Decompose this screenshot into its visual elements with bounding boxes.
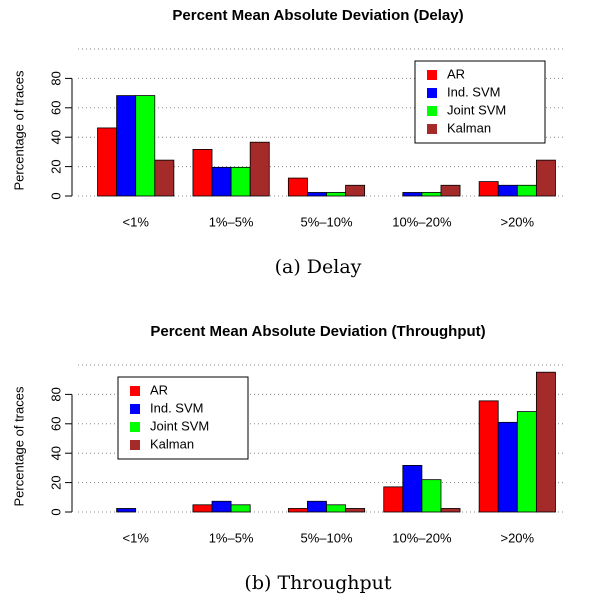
bar [211, 500, 232, 513]
y-tick-label: 20 [48, 159, 63, 173]
legend-swatch [427, 124, 437, 134]
legend-swatch [427, 70, 437, 80]
y-axis-label: Percentage of traces [11, 70, 26, 190]
y-tick-label: 0 [48, 508, 63, 515]
bar [497, 184, 518, 197]
y-tick-label: 60 [48, 417, 63, 431]
x-tick-label: 10%–20% [392, 530, 452, 545]
bar [135, 95, 156, 197]
legend-label: Kalman [447, 120, 491, 135]
y-tick-label: 60 [48, 101, 63, 115]
bar [345, 508, 366, 513]
bar [249, 141, 270, 197]
bar [402, 192, 423, 197]
bar [516, 411, 537, 513]
legend-swatch [427, 88, 437, 98]
legend-label: Kalman [150, 436, 194, 451]
bar [345, 184, 366, 197]
x-tick-label: 5%–10% [300, 530, 352, 545]
caption: (b) Throughput [244, 572, 391, 594]
y-tick-label: 40 [48, 130, 63, 144]
bar [516, 184, 537, 197]
bar [421, 479, 442, 513]
bar [287, 508, 308, 513]
bar [116, 95, 137, 197]
bar [535, 159, 556, 197]
y-tick-label: 20 [48, 475, 63, 489]
legend-label: Joint SVM [447, 102, 506, 117]
bar [230, 166, 251, 197]
x-tick-label: 1%–5% [209, 214, 254, 229]
bar [478, 181, 499, 197]
bar [307, 192, 327, 197]
chart-title: Percent Mean Absolute Deviation (Through… [150, 323, 485, 340]
bar [192, 504, 213, 513]
x-tick-label: 10%–20% [392, 214, 452, 229]
legend-label: Joint SVM [150, 418, 209, 433]
bar [307, 500, 327, 513]
bar [535, 371, 556, 513]
bar [421, 192, 442, 197]
x-tick-label: 1%–5% [209, 530, 254, 545]
legend-label: AR [150, 382, 168, 397]
legend-swatch [130, 422, 140, 432]
legend-label: Ind. SVM [150, 400, 203, 415]
caption: (a) Delay [275, 256, 362, 278]
x-tick-label: 5%–10% [300, 214, 352, 229]
bar [497, 421, 518, 513]
x-tick-label: >20% [500, 214, 534, 229]
bar [478, 400, 499, 513]
y-tick-label: 40 [48, 446, 63, 460]
bar [154, 159, 175, 197]
bar [326, 192, 346, 197]
bar [97, 127, 118, 197]
y-tick-label: 80 [48, 71, 63, 85]
bar [192, 149, 213, 197]
y-tick-label: 0 [48, 192, 63, 199]
legend-swatch [130, 404, 140, 414]
bar [440, 508, 461, 513]
bar [116, 508, 137, 513]
y-tick-label: 80 [48, 387, 63, 401]
bar [230, 504, 251, 513]
bar [440, 184, 461, 197]
chart-title: Percent Mean Absolute Deviation (Delay) [172, 7, 463, 24]
x-tick-label: >20% [500, 530, 534, 545]
bar [287, 177, 308, 197]
bar [326, 504, 346, 513]
bar [211, 166, 232, 197]
y-axis-label: Percentage of traces [11, 386, 26, 506]
bar [402, 465, 423, 513]
legend-label: AR [447, 66, 465, 81]
x-tick-label: <1% [123, 530, 150, 545]
bar [383, 486, 404, 513]
legend-label: Ind. SVM [447, 84, 500, 99]
legend-swatch [130, 440, 140, 450]
legend-swatch [130, 386, 140, 396]
x-tick-label: <1% [123, 214, 150, 229]
legend-swatch [427, 106, 437, 116]
